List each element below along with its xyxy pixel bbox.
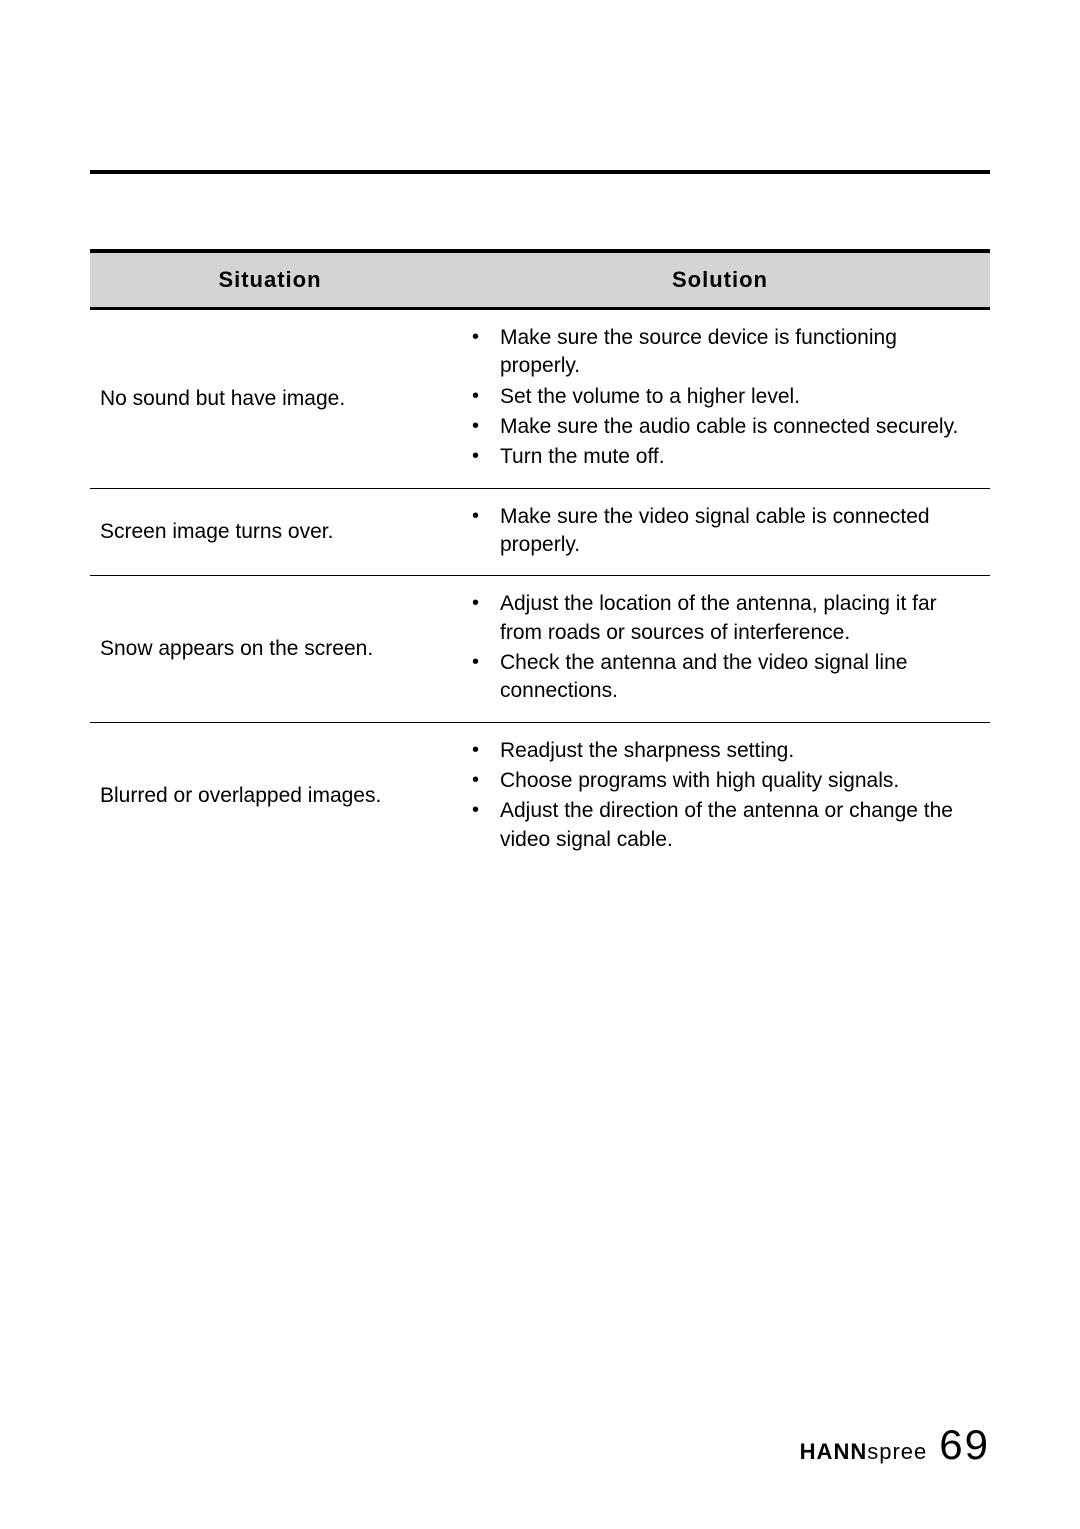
solution-list: Readjust the sharpness setting.Choose pr… xyxy=(460,737,980,854)
solution-item: Adjust the location of the antenna, plac… xyxy=(460,590,980,647)
solution-item: Adjust the direction of the antenna or c… xyxy=(460,797,980,854)
solution-cell: Readjust the sharpness setting.Choose pr… xyxy=(450,722,990,870)
table-row: Blurred or overlapped images.Readjust th… xyxy=(90,722,990,870)
situation-cell: No sound but have image. xyxy=(90,309,450,489)
solution-item: Make sure the source device is functioni… xyxy=(460,324,980,381)
situation-cell: Snow appears on the screen. xyxy=(90,576,450,722)
header-solution: Solution xyxy=(450,251,990,309)
solution-item: Turn the mute off. xyxy=(460,443,980,471)
situation-cell: Screen image turns over. xyxy=(90,488,450,576)
table-row: Snow appears on the screen.Adjust the lo… xyxy=(90,576,990,722)
solution-item: Choose programs with high quality signal… xyxy=(460,767,980,795)
solution-item: Make sure the video signal cable is conn… xyxy=(460,503,980,560)
solution-cell: Make sure the source device is functioni… xyxy=(450,309,990,489)
solution-list: Make sure the video signal cable is conn… xyxy=(460,503,980,560)
brand-bold: HANN xyxy=(800,1439,868,1464)
troubleshooting-table: Situation Solution No sound but have ima… xyxy=(90,249,990,870)
solution-item: Make sure the audio cable is connected s… xyxy=(460,413,980,441)
solution-item: Set the volume to a higher level. xyxy=(460,383,980,411)
solution-cell: Adjust the location of the antenna, plac… xyxy=(450,576,990,722)
solution-cell: Make sure the video signal cable is conn… xyxy=(450,488,990,576)
table-row: Screen image turns over.Make sure the vi… xyxy=(90,488,990,576)
footer: HANNspree 69 xyxy=(800,1421,990,1469)
solution-list: Adjust the location of the antenna, plac… xyxy=(460,590,980,705)
solution-item: Readjust the sharpness setting. xyxy=(460,737,980,765)
solution-list: Make sure the source device is functioni… xyxy=(460,324,980,472)
table-row: No sound but have image.Make sure the so… xyxy=(90,309,990,489)
brand-logo: HANNspree xyxy=(800,1439,928,1465)
brand-light: spree xyxy=(867,1439,927,1464)
situation-cell: Blurred or overlapped images. xyxy=(90,722,450,870)
top-divider xyxy=(90,170,990,174)
table-body: No sound but have image.Make sure the so… xyxy=(90,309,990,871)
solution-item: Check the antenna and the video signal l… xyxy=(460,649,980,706)
page-number: 69 xyxy=(939,1421,990,1469)
header-situation: Situation xyxy=(90,251,450,309)
